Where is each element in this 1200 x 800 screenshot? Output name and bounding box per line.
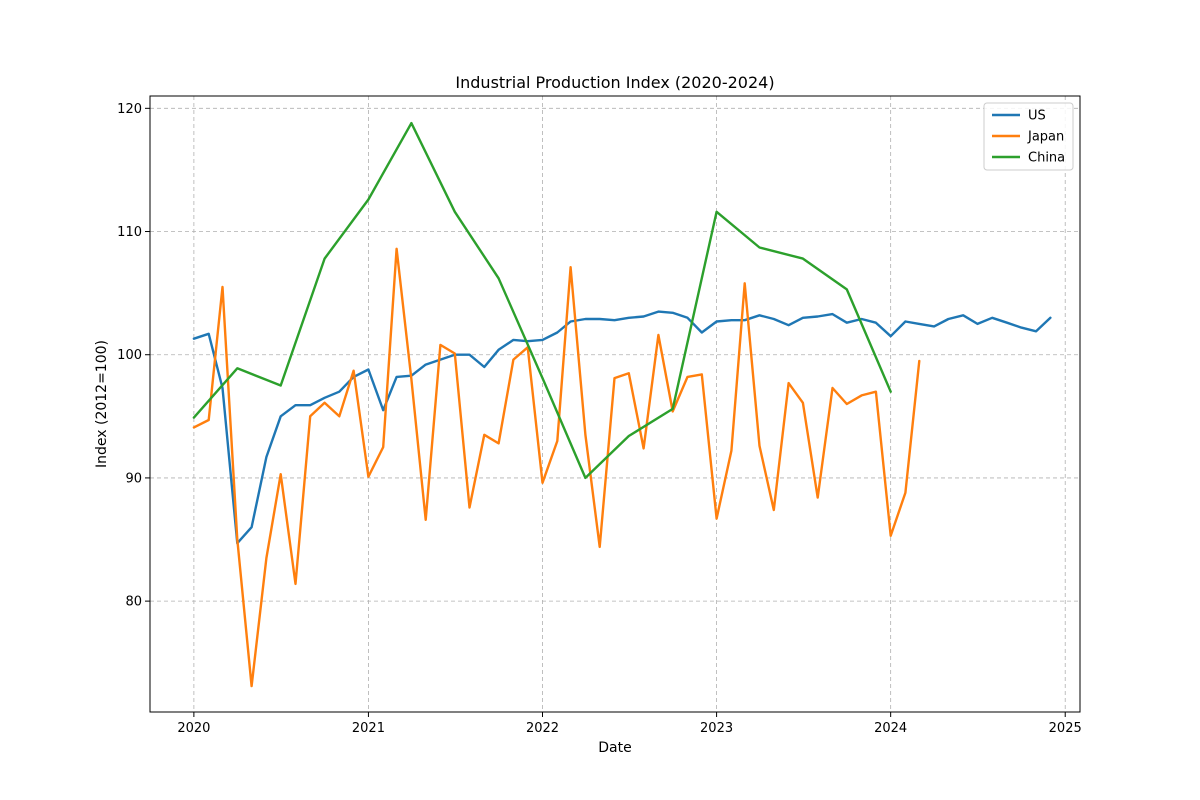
axis-ticks: 2020 2021 2022 2023 2024 2025 80 90 100 110 120	[117, 102, 1082, 736]
x-tick-label: 2021	[352, 721, 385, 736]
series-line-china	[192, 121, 892, 480]
x-tick-label: 2020	[177, 721, 210, 736]
legend-label-us: US	[1028, 109, 1046, 124]
legend: US Japan China	[983, 102, 1074, 171]
x-tick-label: 2025	[1049, 721, 1082, 736]
x-tick-label: 2023	[700, 721, 733, 736]
series-line-japan	[192, 247, 921, 688]
y-axis-label: Index (2012=100)	[94, 340, 110, 468]
legend-box	[983, 102, 1074, 171]
y-tick-label: 100	[117, 348, 142, 363]
x-axis-label: Date	[598, 740, 631, 756]
x-tick-label: 2024	[874, 721, 907, 736]
y-tick-label: 110	[117, 225, 142, 240]
chart-title: Industrial Production Index (2020-2024)	[455, 73, 774, 92]
grid	[150, 96, 1080, 712]
legend-label-china: China	[1028, 151, 1065, 166]
x-tick-label: 2022	[526, 721, 559, 736]
series-line-us	[192, 310, 1052, 545]
y-tick-label: 90	[125, 471, 142, 486]
y-tick-label: 120	[117, 102, 142, 117]
legend-label-japan: Japan	[1027, 130, 1064, 145]
plot-frame	[149, 95, 1081, 713]
series-lines	[192, 121, 1052, 688]
y-tick-label: 80	[125, 595, 142, 610]
